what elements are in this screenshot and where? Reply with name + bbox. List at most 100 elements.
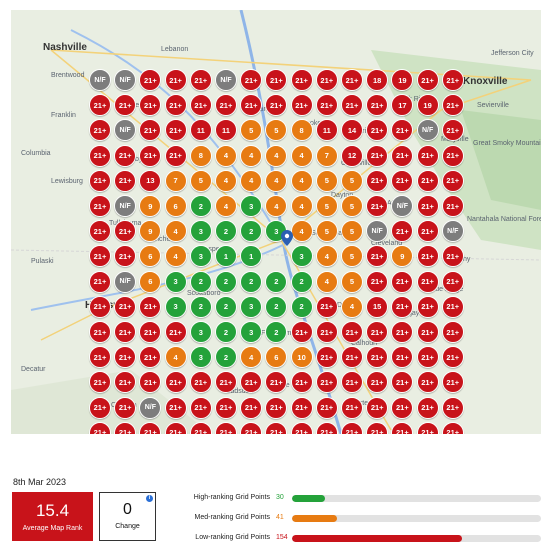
grid-point[interactable]: 21+ xyxy=(89,220,111,243)
grid-point[interactable]: 6 xyxy=(164,195,187,217)
grid-point[interactable]: 19 xyxy=(391,69,414,91)
grid-point[interactable]: 4 xyxy=(265,195,288,217)
grid-point[interactable]: 3 xyxy=(189,346,212,369)
grid-point[interactable]: 21+ xyxy=(215,421,237,434)
grid-point[interactable]: 21+ xyxy=(114,321,137,343)
grid-point[interactable]: 4 xyxy=(215,144,237,167)
grid-point[interactable]: 21+ xyxy=(114,245,137,268)
grid-point[interactable]: 4 xyxy=(290,195,313,217)
grid-point[interactable]: 21+ xyxy=(164,69,187,91)
grid-point[interactable]: 4 xyxy=(290,169,313,192)
grid-point[interactable]: 21+ xyxy=(391,220,414,243)
grid-point[interactable]: 21+ xyxy=(164,396,187,419)
grid-point[interactable]: 2 xyxy=(265,295,288,318)
grid-point[interactable]: 21+ xyxy=(139,69,162,91)
grid-point[interactable]: 21+ xyxy=(189,94,212,117)
grid-point[interactable]: 21+ xyxy=(114,220,137,243)
grid-point[interactable]: 21+ xyxy=(164,119,187,142)
grid-point[interactable]: 21+ xyxy=(215,94,237,117)
grid-point[interactable]: 21+ xyxy=(265,421,288,434)
grid-point[interactable]: 2 xyxy=(215,346,237,369)
grid-point[interactable]: N/F xyxy=(139,396,162,419)
grid-point[interactable]: 21+ xyxy=(265,69,288,91)
grid-point[interactable]: 4 xyxy=(164,220,187,243)
grid-point[interactable]: 2 xyxy=(290,270,313,293)
grid-point[interactable]: N/F xyxy=(366,220,389,243)
grid-point[interactable]: 21+ xyxy=(164,144,187,167)
grid-point[interactable]: 21+ xyxy=(416,69,439,91)
grid-point[interactable]: 21+ xyxy=(441,144,464,167)
grid-point[interactable]: 2 xyxy=(265,321,288,343)
grid-point[interactable]: 2 xyxy=(189,270,212,293)
grid-point[interactable]: 21+ xyxy=(265,371,288,394)
grid-point[interactable]: 4 xyxy=(265,144,288,167)
grid-point[interactable]: 4 xyxy=(341,295,363,318)
grid-point[interactable]: 21+ xyxy=(366,94,389,117)
map-panel[interactable]: NashvilleMurfreesboroKnoxvilleCookeville… xyxy=(11,10,541,434)
grid-point[interactable]: 21+ xyxy=(416,346,439,369)
grid-point[interactable]: 21+ xyxy=(114,346,137,369)
grid-point[interactable]: 4 xyxy=(315,245,338,268)
grid-point[interactable]: 21+ xyxy=(89,371,111,394)
grid-point[interactable]: 8 xyxy=(290,119,313,142)
grid-point[interactable]: 21+ xyxy=(290,396,313,419)
grid-point[interactable]: 6 xyxy=(139,270,162,293)
grid-point[interactable]: 4 xyxy=(240,169,263,192)
grid-point[interactable]: 11 xyxy=(189,119,212,142)
grid-point[interactable]: 21+ xyxy=(139,346,162,369)
grid-point[interactable]: 21+ xyxy=(89,144,111,167)
grid-point[interactable]: 21+ xyxy=(114,421,137,434)
grid-point[interactable]: 17 xyxy=(391,94,414,117)
grid-point[interactable]: 21+ xyxy=(240,396,263,419)
grid-point[interactable]: 13 xyxy=(139,169,162,192)
grid-point[interactable]: 4 xyxy=(240,144,263,167)
grid-point[interactable]: 21+ xyxy=(441,94,464,117)
grid-point[interactable]: 21+ xyxy=(265,94,288,117)
grid-point[interactable]: 21+ xyxy=(139,321,162,343)
grid-point[interactable]: 3 xyxy=(240,195,263,217)
grid-point[interactable]: 21+ xyxy=(441,295,464,318)
grid-point[interactable]: 21+ xyxy=(315,69,338,91)
grid-point[interactable]: 21+ xyxy=(89,119,111,142)
grid-point[interactable]: 21+ xyxy=(89,396,111,419)
grid-point[interactable]: 5 xyxy=(315,195,338,217)
grid-point[interactable]: 21+ xyxy=(441,119,464,142)
grid-point[interactable]: 18 xyxy=(366,69,389,91)
grid-point[interactable]: 11 xyxy=(215,119,237,142)
grid-point[interactable]: N/F xyxy=(114,195,137,217)
grid-point[interactable]: 3 xyxy=(189,220,212,243)
grid-point[interactable]: 21+ xyxy=(315,371,338,394)
grid-point[interactable]: 2 xyxy=(189,295,212,318)
grid-point[interactable]: 21+ xyxy=(315,346,338,369)
grid-point[interactable]: 21+ xyxy=(290,94,313,117)
grid-point[interactable]: 21+ xyxy=(341,346,363,369)
grid-point[interactable]: 21+ xyxy=(240,94,263,117)
grid-point[interactable]: 21+ xyxy=(416,270,439,293)
grid-point[interactable]: 21+ xyxy=(366,321,389,343)
grid-point[interactable]: 21+ xyxy=(441,245,464,268)
grid-point[interactable]: 21+ xyxy=(139,421,162,434)
grid-point[interactable]: 21+ xyxy=(341,421,363,434)
grid-point[interactable]: 11 xyxy=(315,119,338,142)
grid-point[interactable]: 21+ xyxy=(391,270,414,293)
grid-point[interactable]: 4 xyxy=(290,144,313,167)
grid-point[interactable]: 21+ xyxy=(315,321,338,343)
grid-point[interactable]: 21+ xyxy=(416,371,439,394)
grid-point[interactable]: 21+ xyxy=(265,396,288,419)
grid-point[interactable]: 5 xyxy=(341,195,363,217)
grid-point[interactable]: 21+ xyxy=(114,169,137,192)
grid-point[interactable]: 21+ xyxy=(164,421,187,434)
grid-point[interactable]: 2 xyxy=(215,270,237,293)
grid-point[interactable]: 21+ xyxy=(164,371,187,394)
grid-point[interactable]: N/F xyxy=(215,69,237,91)
grid-point[interactable]: 2 xyxy=(215,220,237,243)
grid-point[interactable]: 5 xyxy=(240,119,263,142)
grid-point[interactable]: 21+ xyxy=(366,195,389,217)
grid-point[interactable]: 21+ xyxy=(139,371,162,394)
grid-point[interactable]: 3 xyxy=(189,245,212,268)
grid-point[interactable]: 15 xyxy=(366,295,389,318)
grid-point[interactable]: 21+ xyxy=(139,119,162,142)
grid-point[interactable]: 21+ xyxy=(366,396,389,419)
grid-point[interactable]: 2 xyxy=(290,295,313,318)
grid-point[interactable]: 21+ xyxy=(89,169,111,192)
